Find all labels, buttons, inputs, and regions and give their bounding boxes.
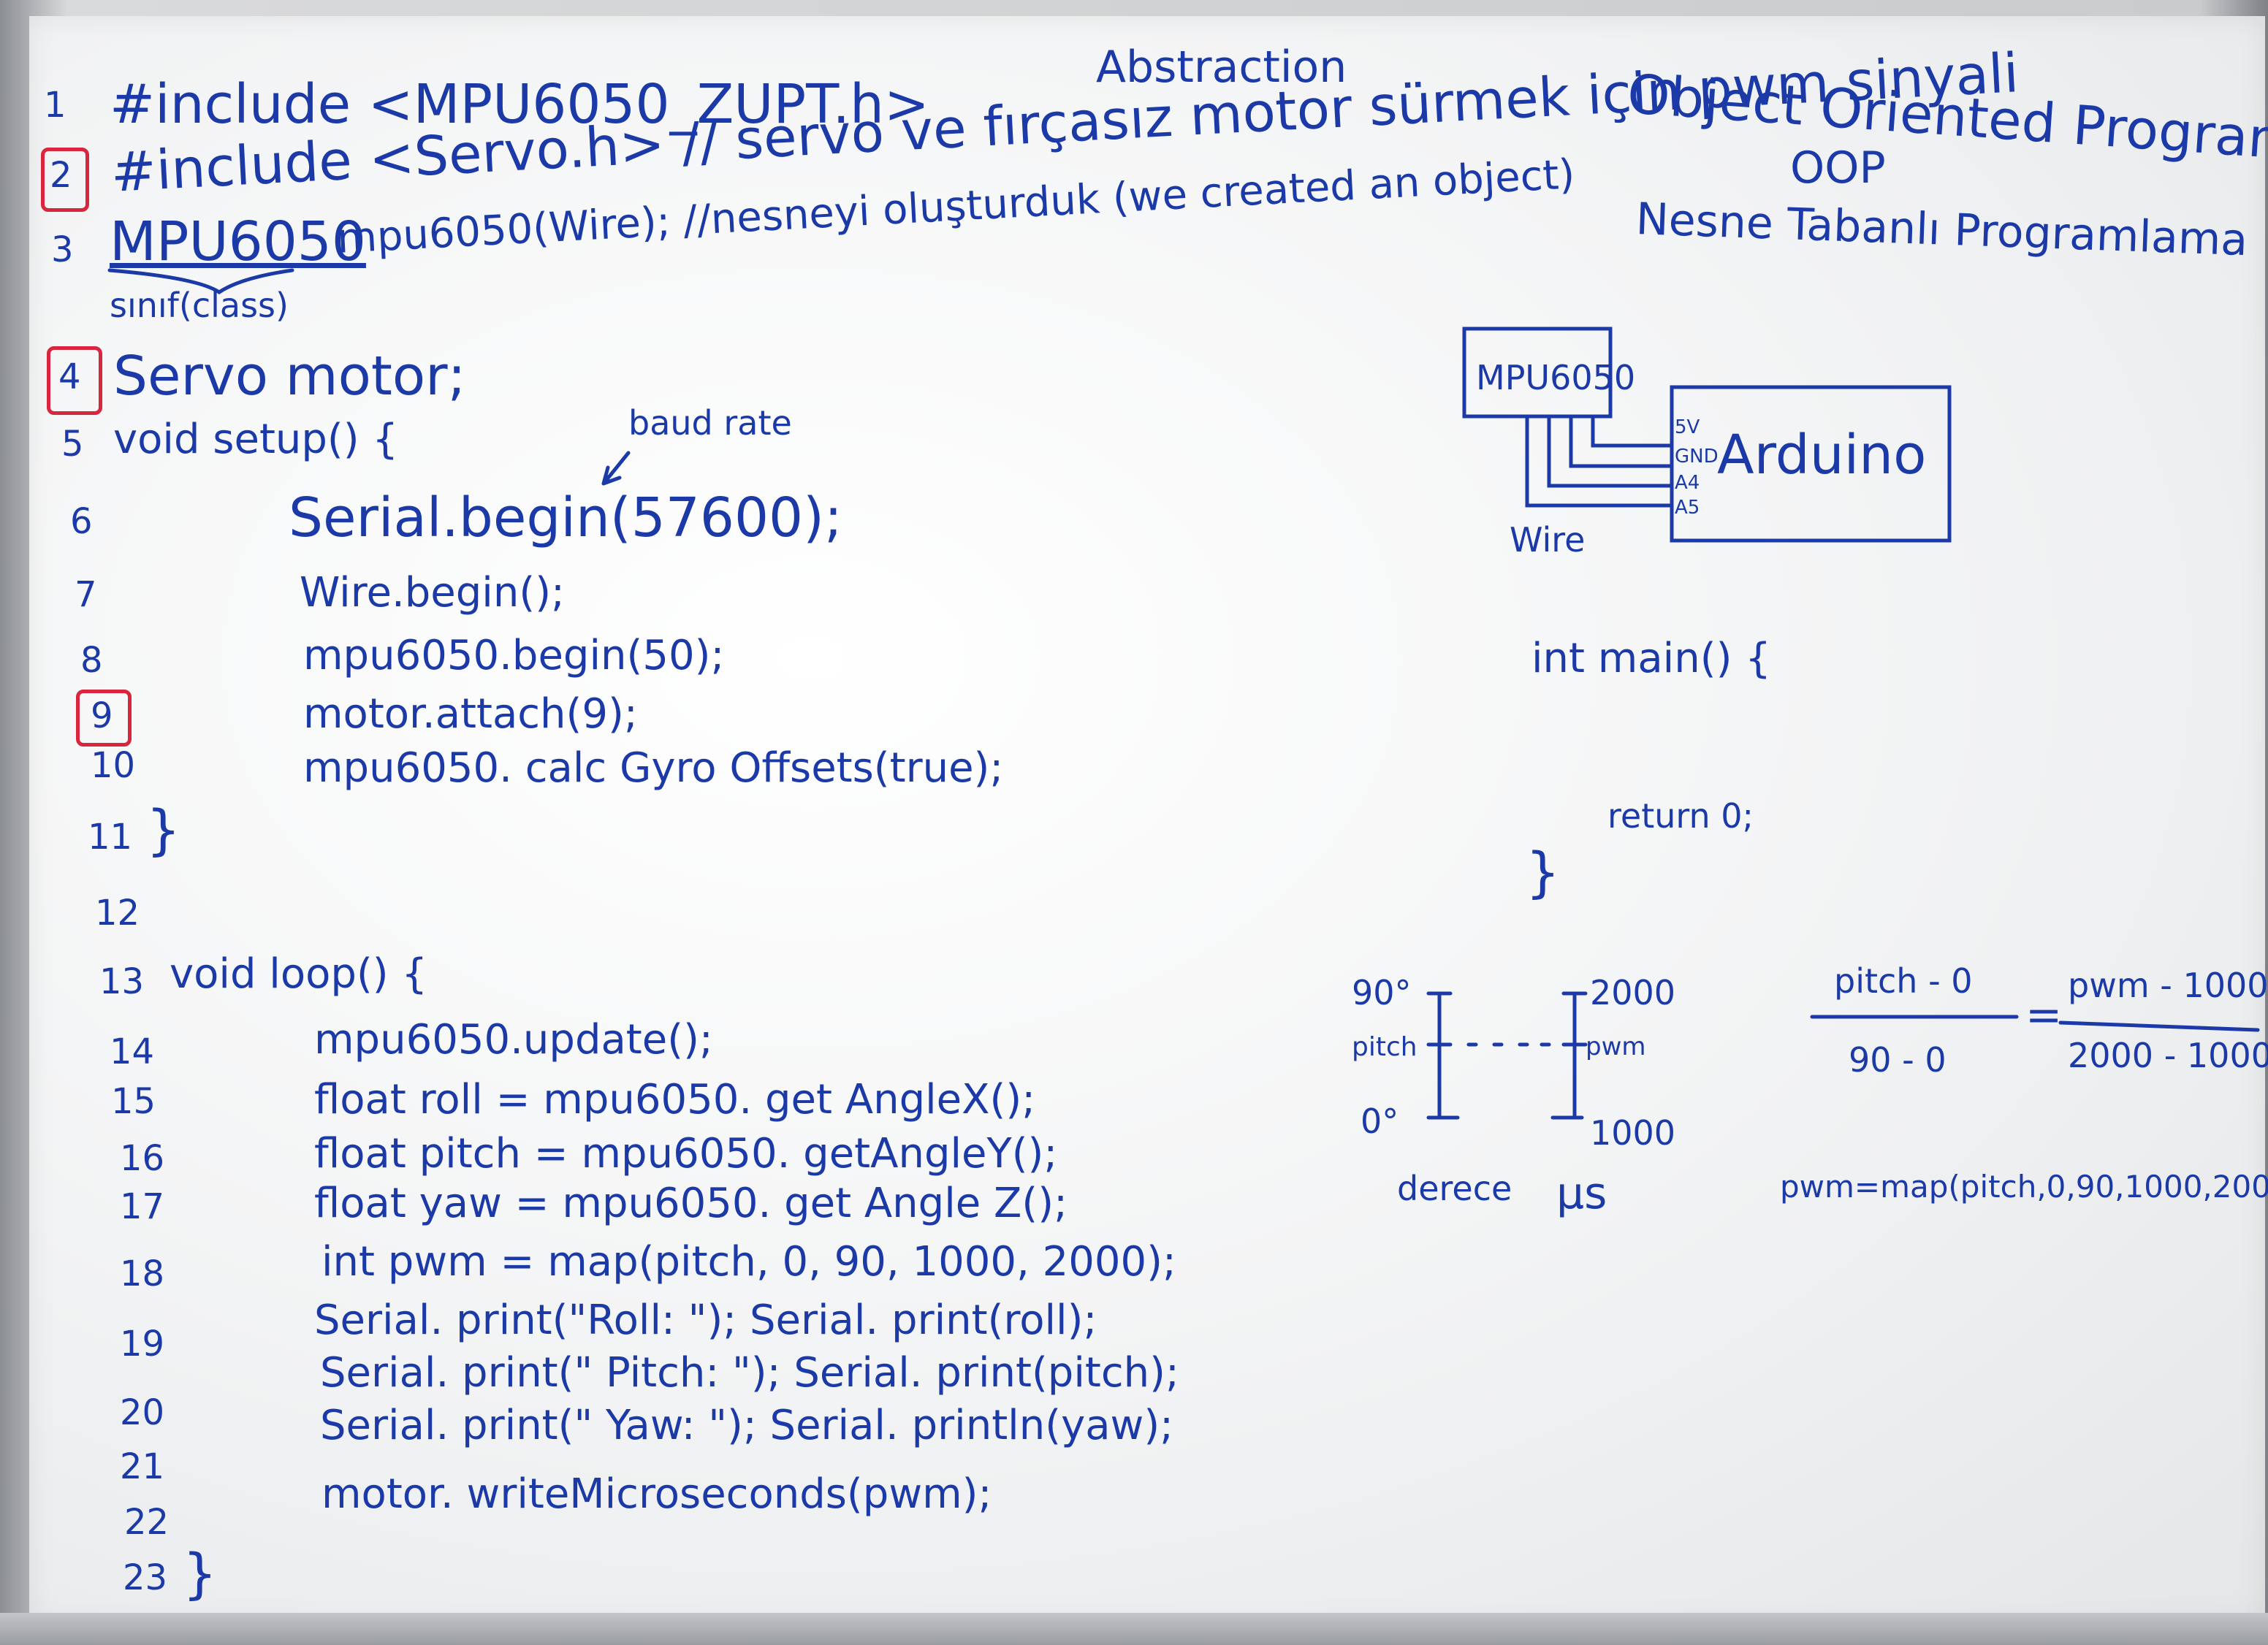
pwm-axis-label: pwm <box>1586 1032 1646 1061</box>
code-line-9: motor.attach(9); <box>303 690 638 738</box>
line-number-6: 6 <box>70 501 93 542</box>
code-line-4: Servo motor; <box>113 345 466 408</box>
code-line-7: Wire.begin(); <box>300 569 565 617</box>
code-line-18: int pwm = map(pitch, 0, 90, 1000, 2000); <box>321 1238 1176 1286</box>
red-marker-box-9 <box>76 690 132 747</box>
wire-a4 <box>1547 414 1674 488</box>
line-number-22: 22 <box>124 1502 170 1543</box>
frac-right-bar <box>2058 1020 2260 1032</box>
wire-gnd <box>1569 414 1674 468</box>
abstraction-title: Abstraction <box>1096 42 1347 93</box>
class-note: sınıf(class) <box>110 286 289 325</box>
frac-right-den: 2000 - 1000 <box>2068 1036 2268 1075</box>
line-number-23: 23 <box>123 1557 168 1598</box>
line-number-11: 11 <box>88 817 133 858</box>
line-number-14: 14 <box>110 1031 155 1072</box>
code-line-21: Serial. print(" Yaw: "); Serial. println… <box>320 1402 1174 1449</box>
code-line-20: Serial. print(" Pitch: "); Serial. print… <box>320 1349 1179 1397</box>
code-line-11: } <box>146 799 181 862</box>
line-number-13: 13 <box>99 961 145 1002</box>
mpu-label: MPU6050 <box>1476 358 1636 397</box>
line-number-7: 7 <box>75 574 97 615</box>
pwm-2000: 2000 <box>1590 973 1676 1012</box>
deg-0: 0° <box>1361 1102 1399 1141</box>
pitch-scale <box>1426 991 1460 1120</box>
pin-a4: A4 <box>1675 472 1700 494</box>
line-number-10: 10 <box>91 745 136 786</box>
frac-left-den: 90 - 0 <box>1849 1040 1947 1080</box>
code-line-10: mpu6050. calc Gyro Offsets(true); <box>303 744 1004 792</box>
map-formula: pwm=map(pitch,0,90,1000,2000) <box>1780 1169 2268 1205</box>
class-name-mpu6050: MPU6050 <box>110 210 366 273</box>
pin-a5: A5 <box>1675 497 1700 519</box>
line-number-18: 18 <box>120 1253 165 1294</box>
baud-rate-note: baud rate <box>628 403 792 443</box>
arduino-label: Arduino <box>1717 424 1927 486</box>
code-line-15: float roll = mpu6050. get AngleX(); <box>314 1076 1036 1123</box>
line-number-17: 17 <box>120 1186 165 1227</box>
line-number-19: 19 <box>120 1324 165 1365</box>
code-line-8: mpu6050.begin(50); <box>303 632 725 679</box>
wire-5v <box>1591 414 1674 448</box>
line-number-2: 2 <box>50 155 72 196</box>
line-number-12: 12 <box>95 893 140 934</box>
line-number-1: 1 <box>44 85 66 126</box>
main-close: } <box>1526 841 1561 904</box>
wire-label: Wire <box>1510 520 1586 560</box>
line-number-21: 21 <box>120 1446 165 1487</box>
frac-left-num: pitch - 0 <box>1834 961 1973 1001</box>
pin-gnd: GND <box>1675 446 1719 467</box>
line-number-4: 4 <box>58 356 81 397</box>
code-line-17: float yaw = mpu6050. get Angle Z(); <box>314 1180 1068 1227</box>
derece-label: derece <box>1397 1169 1512 1208</box>
code-line-13: void loop() { <box>170 950 428 998</box>
red-marker-box-4 <box>47 346 102 415</box>
code-line-6: Serial.begin(57600); <box>289 486 842 549</box>
pwm-scale <box>1550 991 1588 1120</box>
line-number-20: 20 <box>120 1392 165 1433</box>
main-return: return 0; <box>1607 796 1754 836</box>
oop-abbrev: OOP <box>1790 142 1886 194</box>
baud-arrow <box>601 451 631 486</box>
class-brace <box>107 268 294 295</box>
marker-tray <box>0 1613 2268 1645</box>
code-line-23: } <box>183 1543 218 1606</box>
deg-90: 90° <box>1352 973 1412 1012</box>
wire-a5 <box>1525 414 1674 508</box>
equals-sign: = <box>2025 990 2063 1041</box>
line-number-5: 5 <box>61 424 84 465</box>
code-line-5: void setup() { <box>113 416 399 463</box>
pwm-1000: 1000 <box>1590 1113 1676 1153</box>
line-number-16: 16 <box>120 1138 165 1179</box>
line-number-3: 3 <box>51 229 74 270</box>
arduino-box <box>1670 385 1952 543</box>
code-line-19: Serial. print("Roll: "); Serial. print(r… <box>314 1297 1097 1344</box>
line-number-15: 15 <box>111 1081 156 1122</box>
code-line-1: #include <MPU6050_ZUPT.h> <box>110 73 929 136</box>
red-marker-box-2 <box>41 148 89 212</box>
code-line-16: float pitch = mpu6050. getAngleY(); <box>314 1130 1058 1178</box>
line-number-9: 9 <box>91 695 113 736</box>
line-number-8: 8 <box>80 640 103 681</box>
microseconds-label: μs <box>1556 1168 1607 1219</box>
pin-5v: 5V <box>1675 416 1700 438</box>
pitch-axis-label: pitch <box>1352 1032 1418 1062</box>
mpu-box <box>1462 327 1613 419</box>
frac-right-num: pwm - 1000 <box>2068 966 2268 1005</box>
whiteboard-surface <box>29 16 2265 1623</box>
code-line-14: mpu6050.update(); <box>314 1016 713 1064</box>
code-line-22: motor. writeMicroseconds(pwm); <box>321 1470 992 1518</box>
main-signature: int main() { <box>1531 635 1771 682</box>
